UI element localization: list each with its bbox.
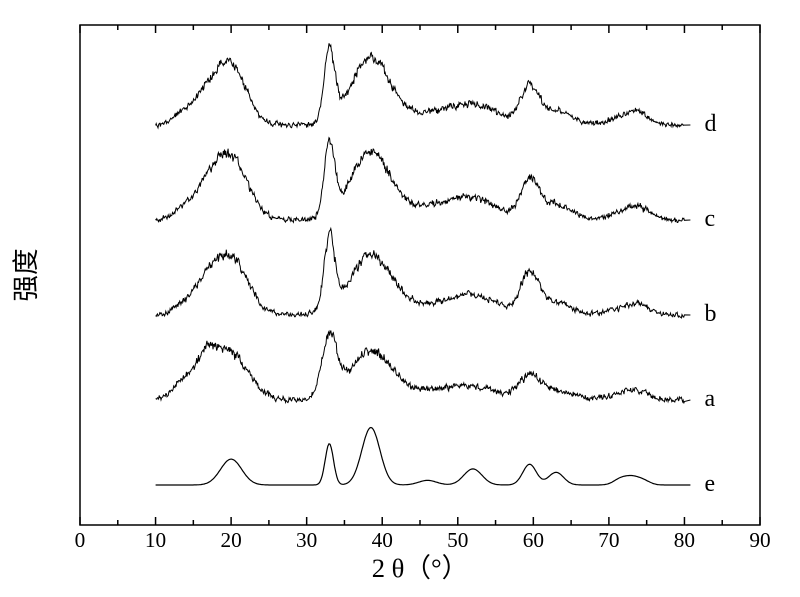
- series-d: [156, 43, 691, 128]
- series-a: [156, 331, 691, 404]
- series-label-e: e: [704, 471, 715, 497]
- series-label-a: a: [704, 386, 715, 412]
- xrd-chart: 0 10 20 30 40 50 60 70 80 90 e a b c d 2 θ（°） 强度: [0, 0, 800, 597]
- series-b: [156, 229, 691, 318]
- x-tick-label: 10: [145, 528, 166, 552]
- series-label-c: c: [704, 206, 715, 232]
- series-label-d: d: [704, 111, 716, 137]
- x-tick-label: 0: [75, 528, 86, 552]
- x-tick-label: 40: [372, 528, 393, 552]
- x-tick-label: 50: [447, 528, 468, 552]
- x-tick-label: 70: [598, 528, 619, 552]
- series-e: [156, 428, 691, 486]
- series-c: [156, 138, 691, 223]
- x-tick-label: 90: [749, 528, 770, 552]
- x-tick-label: 20: [220, 528, 241, 552]
- x-tick-label: 30: [296, 528, 317, 552]
- x-tick-label: 80: [674, 528, 695, 552]
- y-axis-label: 强度: [11, 248, 41, 301]
- series-label-b: b: [704, 301, 716, 327]
- plot-frame: [80, 25, 760, 525]
- x-tick-label: 60: [523, 528, 544, 552]
- x-axis-label: 2 θ（°）: [372, 553, 469, 583]
